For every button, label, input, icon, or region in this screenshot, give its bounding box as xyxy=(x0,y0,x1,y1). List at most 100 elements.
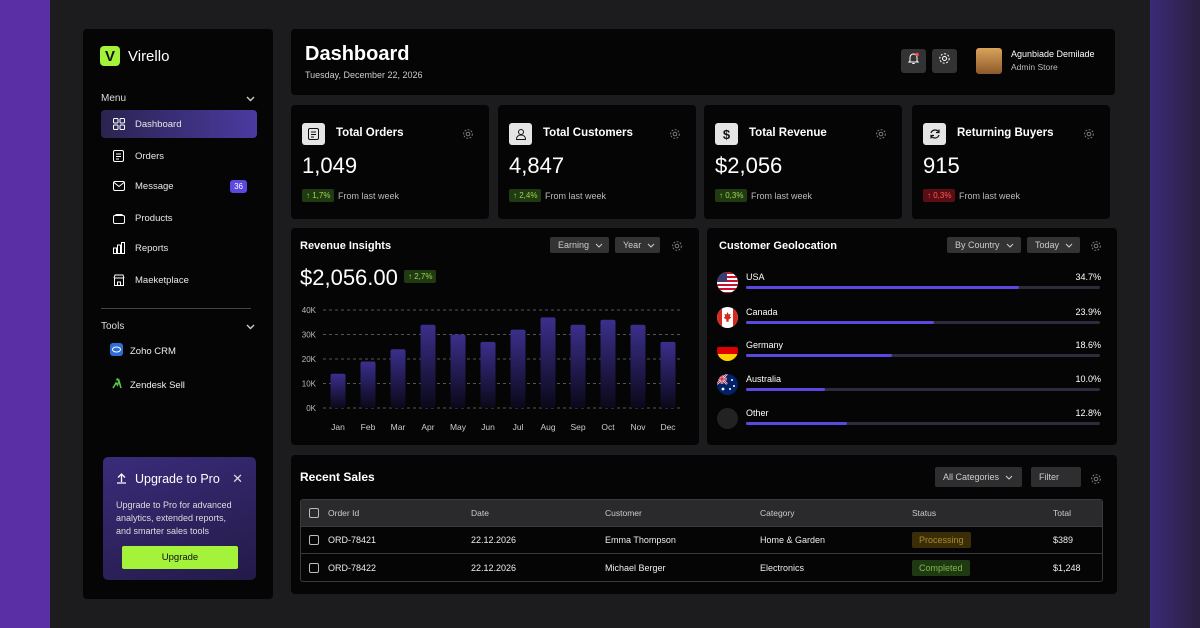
bar-may[interactable] xyxy=(450,334,466,409)
page-date: Tuesday, December 22, 2026 xyxy=(305,70,423,80)
bar-jan[interactable] xyxy=(330,373,346,408)
status-badge: Processing xyxy=(912,532,971,548)
bar-jul[interactable] xyxy=(510,329,526,408)
logo[interactable]: V Virello xyxy=(100,46,169,66)
gear-icon[interactable] xyxy=(1083,127,1095,145)
sidebar-item-reports[interactable]: Reports xyxy=(101,234,257,262)
x-tick-label: Apr xyxy=(421,422,434,432)
bar-dec[interactable] xyxy=(660,341,676,408)
column-header[interactable]: Total xyxy=(1053,508,1071,518)
column-header[interactable]: Status xyxy=(912,508,937,518)
geo-country-name: USA xyxy=(746,272,765,282)
geo-progress-fill xyxy=(746,286,1019,289)
avatar[interactable] xyxy=(976,48,1002,74)
header: Dashboard Tuesday, December 22, 2026 Agu… xyxy=(291,29,1115,95)
table-row[interactable]: ORD-78422 22.12.2026 Michael Berger Elec… xyxy=(301,554,1102,581)
logo-mark-icon: V xyxy=(100,46,120,66)
bell-icon xyxy=(907,52,920,70)
store-icon xyxy=(112,274,125,287)
stat-value: 4,847 xyxy=(509,153,565,178)
stat-note: From last week xyxy=(751,191,813,201)
bar-mar[interactable] xyxy=(390,349,406,408)
revenue-value: $2,056.00 xyxy=(300,265,398,290)
sidebar-item-marketplace[interactable]: Maeketplace xyxy=(101,266,257,294)
filter-button[interactable]: Filter xyxy=(1031,467,1081,487)
bar-oct[interactable] xyxy=(600,319,616,408)
period-select[interactable]: Year xyxy=(615,237,660,253)
column-header[interactable]: Customer xyxy=(605,508,642,518)
y-tick-label: 30K xyxy=(302,331,317,340)
sidebar-divider xyxy=(101,308,251,309)
sidebar: V Virello Menu Dashboard Orders Message … xyxy=(83,29,273,599)
user-role: Admin Store xyxy=(1011,62,1058,72)
zendesk-icon xyxy=(110,377,123,393)
stat-title: Returning Buyers xyxy=(957,127,1054,139)
column-header[interactable]: Category xyxy=(760,508,795,518)
geo-progress-track xyxy=(746,422,1100,425)
order-date: 22.12.2026 xyxy=(471,562,517,573)
status-badge: Completed xyxy=(912,559,970,576)
tool-zoho-crm[interactable]: Zoho CRM xyxy=(110,343,176,359)
sidebar-item-dashboard[interactable]: Dashboard xyxy=(101,110,257,138)
geo-progress-fill xyxy=(746,321,934,324)
dollar-icon: $ xyxy=(715,123,738,145)
zoho-icon xyxy=(110,343,123,359)
table-row[interactable]: ORD-78421 22.12.2026 Emma Thompson Home … xyxy=(301,527,1102,554)
app-name: Virello xyxy=(128,47,170,65)
y-tick-label: 0K xyxy=(306,404,316,413)
bar-nov[interactable] xyxy=(630,324,646,408)
document-icon xyxy=(112,150,125,163)
geo-period-select[interactable]: Today xyxy=(1027,237,1080,253)
geo-group-select[interactable]: By Country xyxy=(947,237,1021,253)
stat-note: From last week xyxy=(545,191,607,201)
filter-label: Filter xyxy=(1039,472,1059,482)
metric-select[interactable]: Earning xyxy=(550,237,609,253)
bar-jun[interactable] xyxy=(480,341,496,408)
sidebar-item-message[interactable]: Message 36 xyxy=(101,172,257,200)
user-icon xyxy=(509,123,532,145)
sidebar-item-label: Message xyxy=(135,180,174,192)
tool-zendesk-sell[interactable]: Zendesk Sell xyxy=(110,377,185,393)
bar-apr[interactable] xyxy=(420,324,436,408)
revenue-delta: ↑ 2,7% xyxy=(404,270,437,283)
notifications-button[interactable] xyxy=(901,49,926,73)
gear-icon[interactable] xyxy=(462,127,474,145)
stat-delta: ↑ 1,7% xyxy=(302,189,335,202)
stat-delta: ↑ 2,4% xyxy=(509,189,542,202)
user-name: Agunbiade Demilade xyxy=(1011,49,1095,59)
category-select[interactable]: All Categories xyxy=(935,467,1022,487)
gear-icon[interactable] xyxy=(671,239,683,257)
table-header-row: Order Id Date Customer Category Status T… xyxy=(301,500,1102,527)
x-tick-label: Jan xyxy=(331,422,345,432)
upgrade-button[interactable]: Upgrade xyxy=(122,546,238,569)
geo-progress-track xyxy=(746,388,1100,391)
gear-icon[interactable] xyxy=(669,127,681,145)
y-tick-label: 20K xyxy=(302,355,317,364)
close-icon[interactable]: ✕ xyxy=(232,471,243,486)
gear-icon[interactable] xyxy=(875,127,887,145)
menu-section-toggle[interactable]: Menu xyxy=(101,93,255,104)
column-header[interactable]: Date xyxy=(471,508,489,518)
bar-feb[interactable] xyxy=(360,361,376,408)
select-all-checkbox[interactable] xyxy=(309,508,319,518)
tools-section-toggle[interactable]: Tools xyxy=(101,321,255,332)
stat-note: From last week xyxy=(959,191,1021,201)
geo-country-pct: 18.6% xyxy=(1075,340,1101,350)
bar-sep[interactable] xyxy=(570,324,586,408)
bar-aug[interactable] xyxy=(540,317,556,408)
gear-icon[interactable] xyxy=(1090,472,1102,490)
sidebar-item-products[interactable]: Products xyxy=(101,204,257,232)
column-header[interactable]: Order Id xyxy=(328,508,360,518)
sidebar-item-orders[interactable]: Orders xyxy=(101,142,257,170)
stat-title: Total Revenue xyxy=(749,127,827,139)
settings-button[interactable] xyxy=(932,49,957,73)
gear-icon[interactable] xyxy=(1090,239,1102,257)
geo-progress-fill xyxy=(746,388,825,391)
sidebar-item-label: Maeketplace xyxy=(135,274,189,286)
gear-icon xyxy=(938,52,951,70)
category-select-value: All Categories xyxy=(943,472,1000,482)
row-checkbox[interactable] xyxy=(309,535,319,545)
row-checkbox[interactable] xyxy=(309,562,319,573)
metric-select-value: Earning xyxy=(558,240,590,250)
chevron-down-icon xyxy=(647,240,655,250)
